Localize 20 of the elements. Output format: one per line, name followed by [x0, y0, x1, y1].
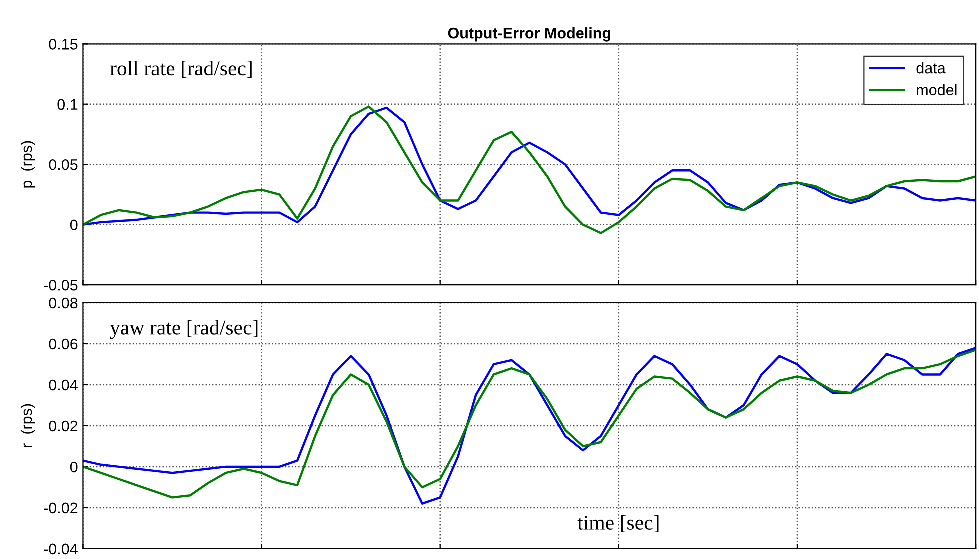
y-tick-label: 0.04	[49, 380, 78, 391]
y-tick-label: 0.1	[58, 99, 78, 110]
annotation: yaw rate [rad/sec]	[110, 320, 258, 340]
y-tick-label: 0.08	[49, 298, 78, 309]
y-tick-label: 0	[70, 220, 78, 231]
y-axis-title: p (rps)	[20, 141, 36, 188]
y-tick-label: 0.02	[49, 420, 78, 432]
y-tick-label: 0	[70, 462, 78, 473]
y-tick-label: 0.05	[49, 159, 78, 170]
annotation: roll rate [rad/sec]	[110, 61, 252, 78]
y-tick-label: -0.05	[44, 280, 78, 291]
y-tick-label: -0.04	[44, 544, 78, 555]
legend-label: model	[917, 84, 957, 96]
chart-title: Output-Error Modeling	[448, 28, 611, 42]
y-tick-label: -0.02	[44, 502, 78, 514]
y-tick-label: 0.15	[49, 39, 78, 50]
annotation: time [sec]	[578, 515, 659, 533]
legend-label: data	[916, 62, 946, 74]
y-axis-title: r (rps)	[20, 404, 36, 448]
y-tick-label: 0.06	[49, 338, 78, 350]
